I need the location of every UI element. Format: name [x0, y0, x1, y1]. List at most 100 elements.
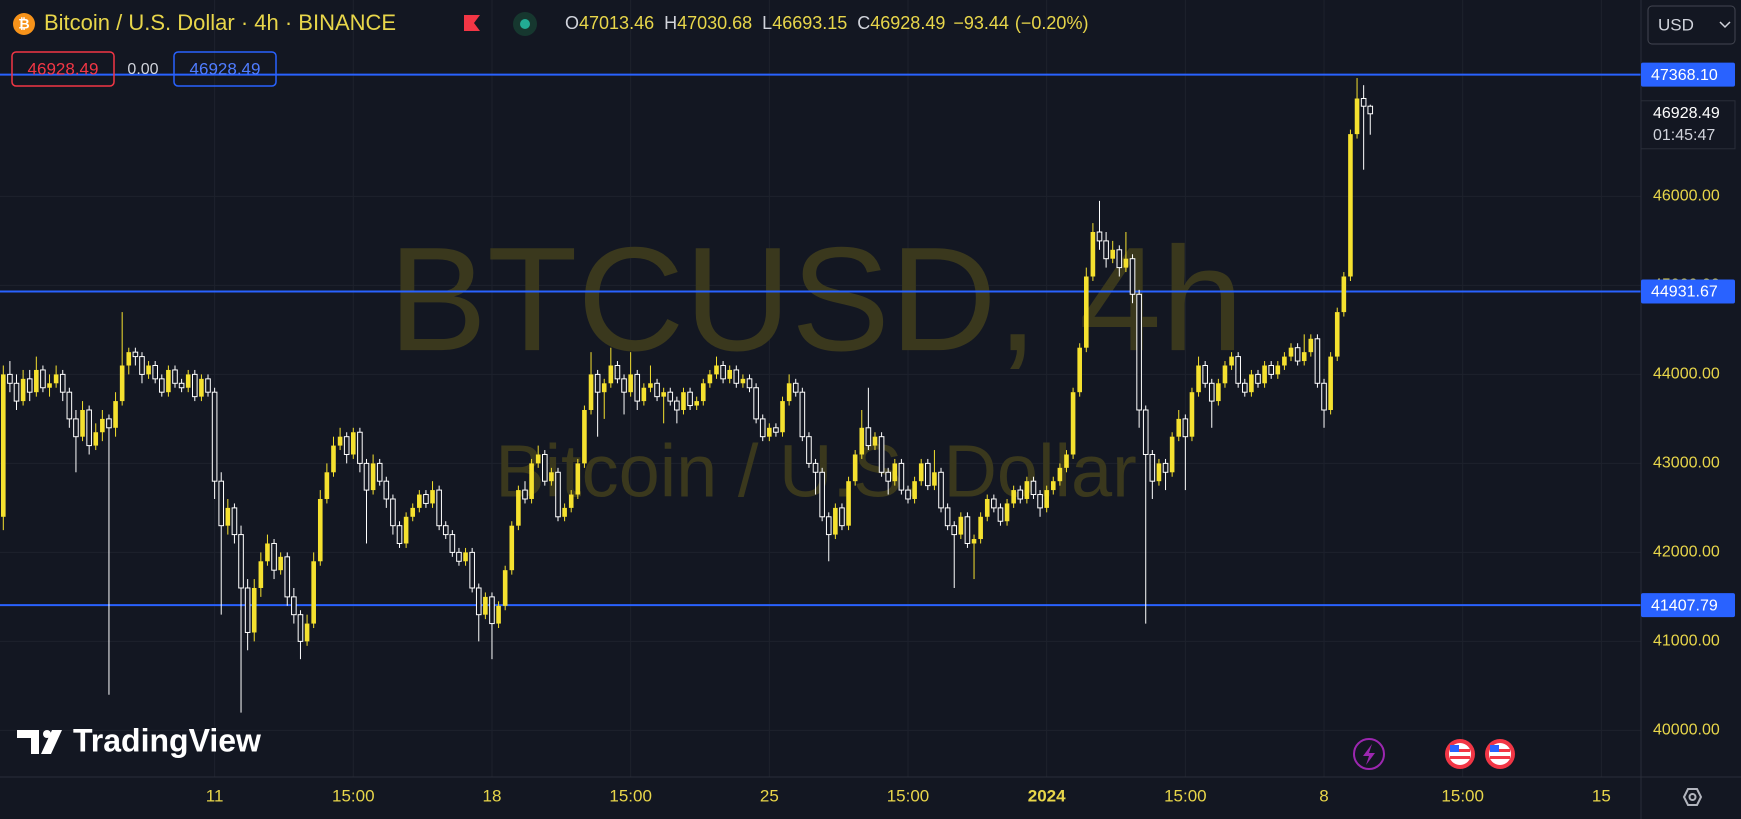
candle-body — [806, 436, 812, 464]
candle-body — [1156, 463, 1162, 482]
candle-body — [304, 623, 310, 642]
last-price-tag — [1640, 100, 1736, 150]
candle-body — [1116, 249, 1123, 269]
candle-body — [687, 391, 693, 407]
x-tick-label: 18 — [483, 786, 502, 805]
candle-body — [376, 462, 383, 482]
economic-event-icon[interactable] — [1445, 739, 1475, 769]
x-tick-label: 15:00 — [1164, 786, 1207, 805]
candle-body — [964, 516, 971, 544]
candle-body — [1096, 231, 1103, 242]
candle-body — [1103, 240, 1109, 260]
horizontal-lines — [0, 73, 1641, 607]
candle-body — [100, 418, 105, 433]
price-tag — [1641, 593, 1735, 618]
candle-body — [1083, 276, 1089, 348]
candle-body — [403, 516, 409, 544]
candle-body — [773, 427, 779, 433]
candle-body — [509, 525, 515, 571]
event-icon[interactable] — [1353, 738, 1385, 770]
candle-body — [1162, 462, 1169, 473]
candle-body — [396, 525, 403, 544]
candle-body — [918, 463, 924, 482]
candle-body — [833, 507, 838, 535]
candle-body — [1057, 467, 1063, 482]
candle-body — [614, 364, 621, 380]
candle-body — [430, 490, 435, 504]
candle-body — [86, 409, 92, 447]
candle-body — [1360, 98, 1367, 107]
brand-name: TradingView — [73, 722, 261, 758]
candle-body — [819, 471, 825, 518]
candle-body — [648, 383, 653, 388]
candle-body — [1182, 418, 1189, 438]
candle-body — [1011, 490, 1016, 504]
candle-body — [740, 378, 746, 384]
candle-body — [1024, 481, 1030, 499]
candle-body — [423, 494, 429, 504]
candle-body — [132, 351, 139, 358]
currency-box[interactable] — [1647, 5, 1736, 45]
candle-body — [449, 534, 456, 553]
candle-body — [1282, 356, 1287, 366]
candle-body — [93, 432, 99, 446]
economic-event-icon[interactable] — [1485, 739, 1515, 769]
candle-body — [825, 516, 832, 536]
candle-body — [1077, 347, 1082, 393]
candle-body — [225, 507, 231, 526]
sell-box[interactable] — [11, 51, 115, 87]
price-tag-label: 41407.79 — [1651, 597, 1718, 614]
candle-body — [1030, 480, 1037, 496]
candle-body — [1123, 258, 1129, 268]
candle-body — [549, 472, 554, 482]
candle-body — [951, 525, 958, 536]
candle-body — [885, 471, 891, 482]
candle-body — [628, 374, 633, 393]
candle-body — [1348, 134, 1353, 277]
candle-body — [878, 436, 885, 473]
x-tick-label: 15:00 — [332, 786, 375, 805]
candle-body — [172, 369, 178, 384]
candle-body — [1090, 232, 1096, 277]
candle-body — [1208, 382, 1215, 402]
candle-body — [47, 383, 52, 388]
candle-body — [1354, 98, 1360, 135]
candle-body — [1110, 249, 1116, 259]
candle-body — [1275, 365, 1281, 375]
settings-icon[interactable] — [1682, 788, 1703, 806]
candle-body — [529, 463, 534, 499]
price-tag-label: 44931.67 — [1651, 284, 1718, 301]
candle-body — [251, 587, 257, 633]
y-tick-label: 40000.00 — [1653, 722, 1720, 739]
candle-body — [40, 369, 46, 389]
candle-body — [1142, 409, 1149, 455]
x-tick-label: 15 — [1592, 786, 1611, 805]
candle-body — [714, 365, 719, 375]
candle-body — [278, 556, 283, 571]
candle-body — [343, 436, 350, 455]
candle-body — [152, 364, 158, 380]
candle-body — [984, 498, 990, 517]
candle-body — [608, 365, 614, 384]
candle-body — [311, 561, 316, 624]
candle-body — [436, 489, 442, 527]
candle-body — [812, 462, 819, 473]
candle-body — [317, 498, 323, 562]
candle-body — [331, 445, 336, 473]
candle-body — [1004, 503, 1010, 522]
change-percent: (−0.20%) — [1015, 13, 1089, 33]
flag-icon[interactable] — [464, 15, 480, 31]
candle-body — [192, 373, 198, 398]
x-tick-label: 25 — [760, 786, 779, 805]
candle-body — [20, 378, 26, 402]
candle-body — [297, 614, 304, 642]
candle-body — [166, 369, 171, 393]
candle-body — [1301, 352, 1307, 362]
buy-box[interactable] — [173, 51, 277, 87]
candle-body — [265, 543, 270, 562]
candle-body — [905, 489, 911, 500]
dropdown-caret — [1719, 21, 1731, 29]
candle-body — [594, 373, 601, 393]
